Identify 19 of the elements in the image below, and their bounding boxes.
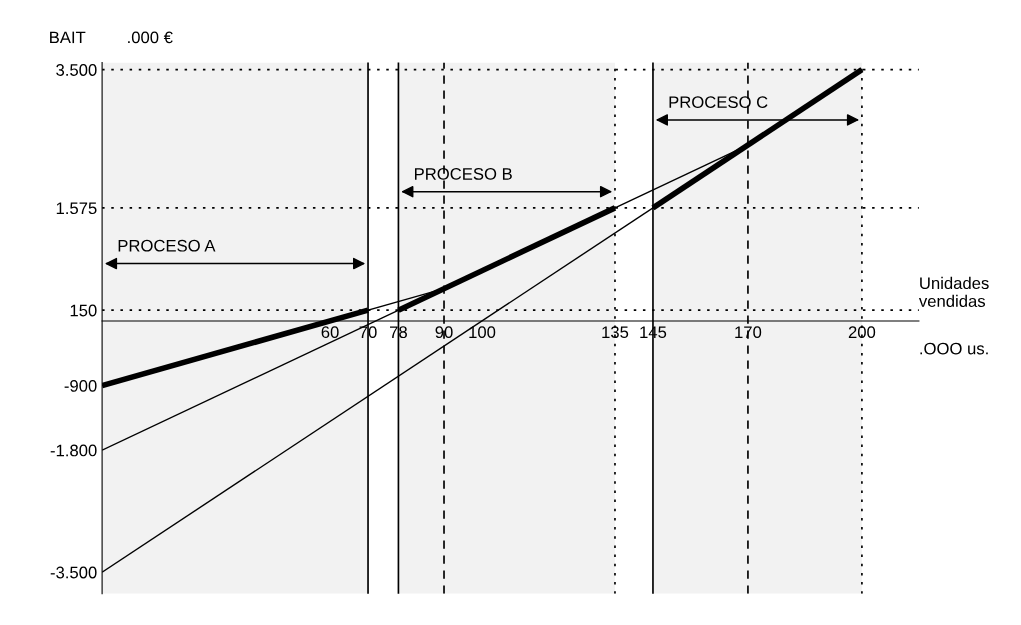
x-tick-label: 60	[321, 326, 339, 339]
band-label: PROCESO C	[669, 96, 768, 109]
x-tick-label: 135	[602, 326, 629, 339]
x-tick-label: 100	[469, 326, 496, 339]
text: .000 €	[128, 31, 173, 44]
text: .OOO us.	[920, 342, 988, 355]
x-axis-title: Unidades vendidas	[918, 276, 989, 308]
x-tick-label: 90	[435, 326, 453, 339]
x-tick-label: 200	[848, 326, 876, 339]
band-label: PROCESO B	[414, 168, 512, 180]
y-tick-label: -900	[64, 379, 97, 392]
y-axis-title: BAIT	[50, 31, 86, 44]
y-tick-label: 3.500	[56, 64, 97, 76]
y-tick-label: -3.500	[50, 566, 97, 579]
y-tick-label: 150	[70, 304, 97, 317]
y-tick-label: 1.575	[56, 202, 97, 215]
x-tick-label: 170	[735, 326, 762, 339]
band-label: PROCESO A	[118, 239, 216, 252]
y-tick-label: -1.800	[50, 444, 97, 457]
